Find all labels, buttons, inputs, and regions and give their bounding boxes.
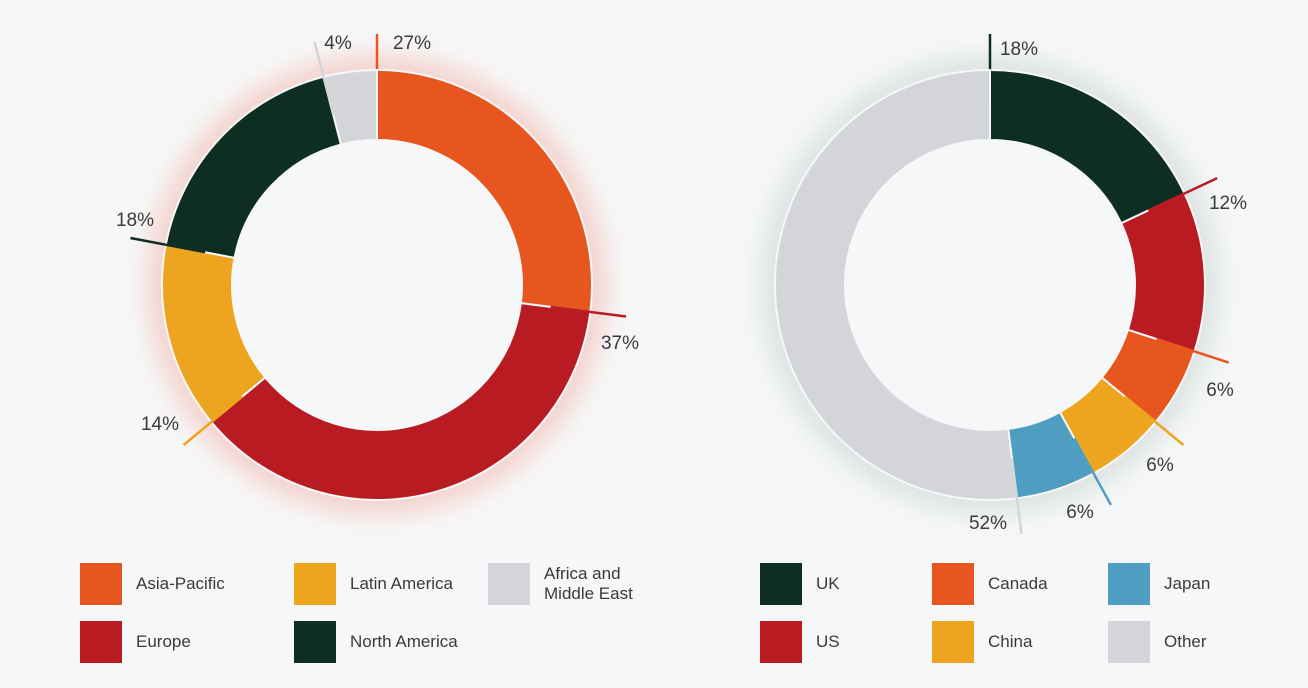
legend-label: Japan [1164,574,1211,593]
legend-swatch [1108,621,1150,663]
leader-line-japan [1073,437,1113,506]
leader-line-latin-america [182,395,243,446]
legend-item-uk: UK [760,563,932,605]
donut-chart-countries: 18% 12% 6% 6% 6% 52% [760,34,1247,535]
legend-swatch [294,563,336,605]
legend-swatch [760,621,802,663]
data-label-us: 12% [1209,193,1247,214]
legend-label: Canada [988,574,1048,593]
legend-label: North America [350,632,458,651]
legend-label: UK [816,574,840,593]
data-label-europe: 37% [601,333,639,354]
slice-other [774,68,1019,501]
legend-swatch [932,563,974,605]
legend-label: US [816,632,840,651]
data-label-other: 52% [969,513,1007,534]
data-label-uk: 18% [1000,39,1038,60]
slice-europe [209,302,592,501]
data-label-china: 6% [1146,455,1174,476]
data-label-canada: 6% [1206,380,1234,401]
slice-africa-middle-east [322,68,378,146]
leader-line-north-america [130,236,206,254]
leader-line-africa-middle-east [313,41,335,116]
data-label-asia-pacific: 27% [393,33,431,54]
legend-item-asia-pacific: Asia-Pacific [80,563,294,605]
data-label-north-america: 18% [116,210,154,231]
data-label-africa-middle-east: 4% [324,33,352,54]
legend-item-north-america: North America [294,621,488,663]
legend-label: Asia-Pacific [136,574,225,593]
legend-item-africa-middle-east: Africa and Middle East [488,563,678,605]
leader-line-china [1124,395,1185,446]
legend-swatch [488,563,530,605]
data-label-latin-america: 14% [141,414,179,435]
leader-line-canada [1156,337,1230,364]
legend-item-us: US [760,621,932,663]
slice-uk [989,68,1186,225]
legend-swatch [80,621,122,663]
legend-label: Latin America [350,574,453,593]
legend-swatch [294,621,336,663]
leader-line-other [1010,458,1023,535]
legend-swatch [932,621,974,663]
legend-swatch [760,563,802,605]
legend-label: Europe [136,632,191,651]
legend-countries: UK Canada Japan US China Other [760,563,1238,663]
donut-chart-regions: 27% 37% 14% 18% 4% [116,33,639,515]
legend-item-other: Other [1108,621,1238,663]
legend-swatch [1108,563,1150,605]
slice-asia-pacific [376,68,593,314]
legend-label: Other [1164,632,1207,651]
legend-label: China [988,632,1033,651]
legend-regions: Asia-Pacific Latin America Africa and Midd… [80,563,678,663]
legend-label: Africa and Middle East [544,564,633,603]
legend-item-japan: Japan [1108,563,1238,605]
legend-item-latin-america: Latin America [294,563,488,605]
legend-swatch [80,563,122,605]
leader-line-europe [550,305,627,318]
legend-item-china: China [932,621,1108,663]
legend-item-europe: Europe [80,621,294,663]
data-label-japan: 6% [1066,502,1094,523]
legend-item-canada: Canada [932,563,1108,605]
slice-us [1119,192,1206,353]
leader-line-us [1147,176,1218,212]
